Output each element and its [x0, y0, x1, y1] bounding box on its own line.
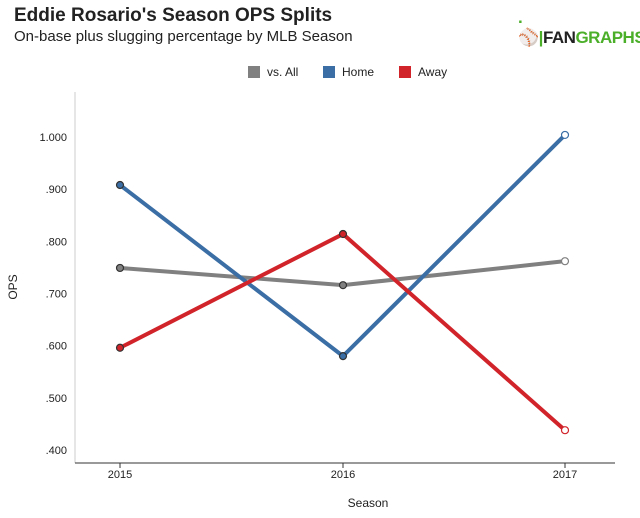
data-point — [560, 257, 570, 266]
legend-swatch — [248, 66, 260, 78]
legend-label: Home — [342, 65, 374, 79]
data-point — [338, 352, 348, 361]
y-tick-label: .800 — [46, 236, 67, 248]
y-axis-label: OPS — [6, 274, 20, 299]
data-point — [338, 229, 348, 239]
y-tick-label: .600 — [46, 341, 67, 353]
x-tick-label: 2016 — [331, 469, 355, 481]
y-tick-label: .500 — [46, 393, 67, 405]
x-tick-label: 2017 — [553, 469, 577, 481]
x-tick-label: 2015 — [108, 469, 132, 481]
y-tick-label: .400 — [46, 445, 67, 457]
data-point — [560, 130, 570, 140]
legend-label: Away — [418, 65, 447, 79]
data-point — [115, 263, 125, 273]
legend-swatch — [323, 66, 335, 78]
y-tick-label: 1.000 — [39, 132, 67, 144]
data-point — [115, 180, 125, 190]
data-point — [338, 281, 348, 290]
data-point — [560, 426, 570, 435]
series-line-away — [119, 232, 567, 432]
legend-label: vs. All — [267, 65, 298, 79]
legend-swatch — [399, 66, 411, 78]
chart-title: Eddie Rosario's Season OPS Splits — [14, 5, 333, 26]
chart-subtitle: On-base plus slugging percentage by MLB … — [14, 28, 353, 45]
x-axis-label: Season — [348, 496, 389, 510]
fangraphs-logo: .⚾|FANGRAPHS — [518, 8, 640, 47]
series-line-home — [118, 133, 567, 359]
y-tick-label: .700 — [46, 289, 67, 301]
y-tick-label: .900 — [46, 184, 67, 196]
data-point — [115, 343, 125, 352]
